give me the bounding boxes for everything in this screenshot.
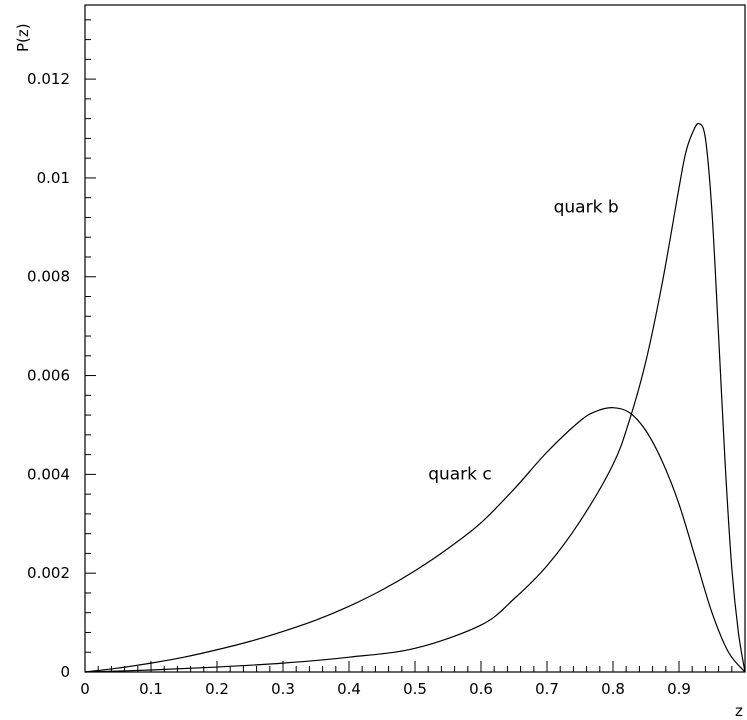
x-tick-label: 0.9 xyxy=(667,680,691,698)
y-tick-label: 0.004 xyxy=(27,465,70,483)
x-tick-label: 0.4 xyxy=(337,680,361,698)
x-tick-label: 0.8 xyxy=(601,680,625,698)
y-tick-label: 0.008 xyxy=(27,268,70,286)
y-tick-label: 0.01 xyxy=(37,169,70,187)
series-curves xyxy=(84,122,746,673)
curve-annotations: quark b quark c xyxy=(428,198,618,485)
y-tick-label: 0 xyxy=(60,663,70,681)
series-line-quark-c xyxy=(84,407,746,673)
plot-frame xyxy=(84,4,746,673)
x-tick-label: 0.3 xyxy=(271,680,295,698)
series-line-quark-b xyxy=(84,122,746,673)
y-axis-title: P(z) xyxy=(14,23,32,52)
annotation-quark-b: quark b xyxy=(554,198,619,218)
y-tick-label: 0.012 xyxy=(27,70,70,88)
y-tick-label: 0.002 xyxy=(27,564,70,582)
annotation-quark-c: quark c xyxy=(428,464,492,484)
x-tick-label: 0 xyxy=(80,680,90,698)
y-tick-label: 0.006 xyxy=(27,367,70,385)
x-tick-label: 0.6 xyxy=(469,680,493,698)
x-tick-label: 0.5 xyxy=(403,680,427,698)
x-tick-label: 0.7 xyxy=(535,680,559,698)
x-tick-label: 0.1 xyxy=(139,680,163,698)
tick-labels: 0 0.1 0.2 0.3 0.4 0.5 0.6 0.7 0.8 0.9 0 0.002 0.004 0… xyxy=(27,70,691,698)
axis-ticks xyxy=(84,19,746,673)
x-tick-label: 0.2 xyxy=(205,680,229,698)
x-axis-title: z xyxy=(735,702,743,720)
